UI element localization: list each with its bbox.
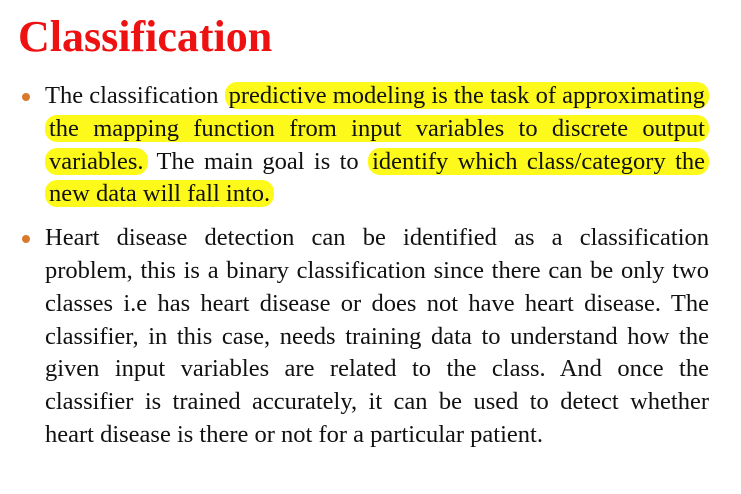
text-segment: The main goal is to bbox=[147, 147, 369, 175]
text-segment: The classification bbox=[45, 82, 225, 109]
bullet-text: The classification predictive modeling i… bbox=[45, 82, 710, 208]
text-segment: Heart disease detection can be identifie… bbox=[45, 224, 709, 448]
bullet-item-heart-disease: Heart disease detection can be identifie… bbox=[0, 222, 709, 452]
slide-title: Classification bbox=[18, 12, 273, 61]
bullet-list: The classification predictive modeling i… bbox=[0, 80, 741, 452]
bullet-text: Heart disease detection can be identifie… bbox=[45, 224, 709, 448]
bullet-dot-icon bbox=[22, 93, 30, 101]
bullet-item-classification-definition: The classification predictive modeling i… bbox=[0, 80, 710, 211]
bullet-dot-icon bbox=[22, 235, 30, 244]
